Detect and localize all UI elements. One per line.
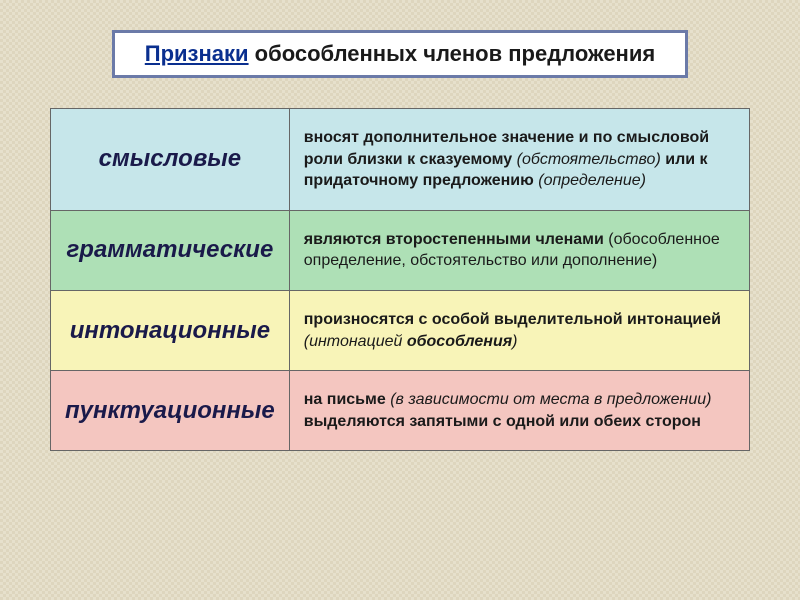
table-row: смысловыевносят дополнительное значение …: [51, 109, 750, 211]
row-description: являются второстепенными членами (обособ…: [289, 210, 749, 290]
page-title-box: Признаки обособленных членов предложения: [112, 30, 688, 78]
row-label: грамматические: [51, 210, 290, 290]
row-description: вносят дополнительное значение и по смыс…: [289, 109, 749, 211]
table-row: пунктуационные на письме (в зависимости …: [51, 371, 750, 451]
title-underlined: Признаки: [145, 41, 249, 66]
row-description: произносятся с особой выделительной инто…: [289, 290, 749, 370]
row-label: пунктуационные: [51, 371, 290, 451]
row-label: интонационные: [51, 290, 290, 370]
table-row: грамматическиеявляются второстепенными ч…: [51, 210, 750, 290]
features-table: смысловыевносят дополнительное значение …: [50, 108, 750, 451]
row-label: смысловые: [51, 109, 290, 211]
row-description: на письме (в зависимости от места в пред…: [289, 371, 749, 451]
title-rest: обособленных членов предложения: [249, 41, 656, 66]
table-row: интонационныепроизносятся с особой выдел…: [51, 290, 750, 370]
